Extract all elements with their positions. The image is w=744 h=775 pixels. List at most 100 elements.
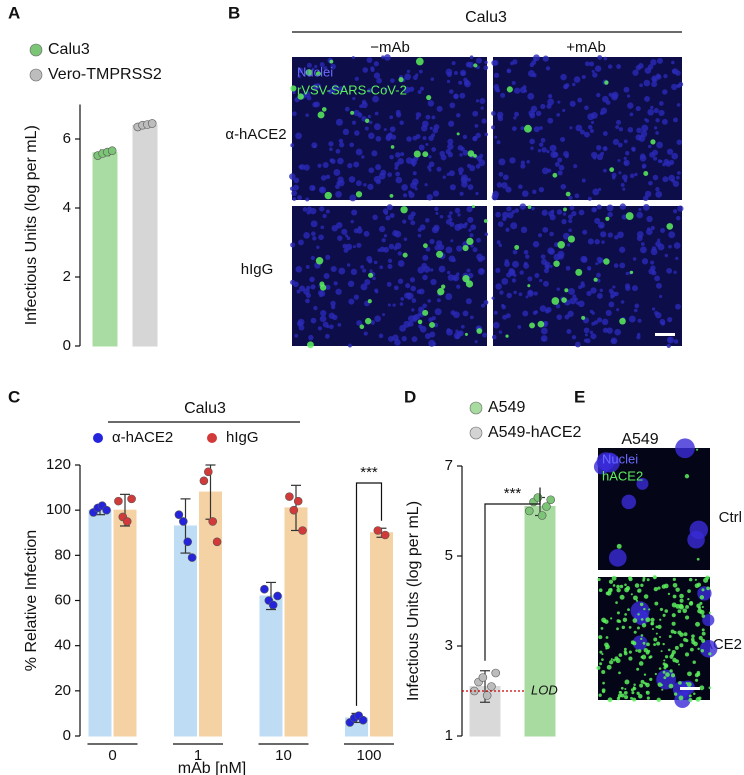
signal [329, 59, 334, 64]
nucleus [435, 211, 439, 215]
nucleus [320, 225, 325, 230]
nucleus [672, 209, 678, 214]
nucleus [655, 131, 659, 135]
nucleus [568, 219, 573, 224]
nucleus [319, 62, 325, 68]
panel-title: Calu3 [465, 9, 507, 26]
nucleus [361, 155, 365, 159]
y-tick-label: 7 [445, 457, 453, 474]
nucleus [328, 89, 334, 95]
signal [675, 587, 680, 592]
stain-label: rVSV-SARS-CoV-2 [297, 82, 407, 97]
nucleus [677, 205, 684, 212]
nucleus [314, 64, 318, 69]
nucleus [467, 177, 471, 182]
legend-label: hIgG [226, 429, 259, 446]
nucleus [636, 335, 641, 340]
data-point [537, 511, 547, 520]
nucleus [368, 167, 375, 174]
nucleus [581, 178, 586, 183]
nucleus [505, 227, 510, 232]
nucleus [518, 184, 523, 190]
nucleus [519, 270, 524, 275]
legend-label: A549 [488, 399, 525, 416]
signal [527, 284, 531, 288]
signal [640, 637, 643, 641]
nucleus [355, 180, 362, 187]
nucleus [533, 126, 540, 133]
nucleus [606, 327, 613, 334]
nucleus [568, 195, 573, 200]
nucleus [535, 110, 542, 117]
nucleus [335, 191, 342, 198]
nucleus [619, 203, 627, 210]
nucleus [637, 318, 642, 323]
signal [601, 653, 604, 656]
nucleus [660, 228, 666, 234]
nucleus [573, 76, 581, 83]
nucleus [596, 92, 601, 98]
nucleus [375, 164, 382, 171]
nucleus [384, 87, 388, 92]
bar [199, 491, 222, 737]
nucleus [349, 142, 355, 148]
nucleus [347, 280, 355, 288]
signal [634, 583, 640, 588]
nucleus [298, 164, 303, 169]
signal [650, 617, 655, 622]
signal [553, 260, 560, 267]
row-label: hIgG [241, 261, 274, 278]
signal [668, 635, 672, 638]
nucleus [557, 170, 563, 176]
nucleus [352, 96, 356, 101]
nucleus [428, 317, 433, 322]
signal [608, 579, 614, 584]
signal [624, 695, 629, 700]
significance-bracket [355, 482, 383, 706]
nucleus [306, 285, 311, 290]
signal [672, 577, 676, 581]
signal [700, 649, 704, 653]
signal [615, 601, 618, 604]
nucleus [665, 160, 672, 167]
nucleus [540, 103, 546, 110]
signal [620, 693, 625, 698]
nucleus [581, 75, 586, 80]
nucleus [319, 315, 327, 323]
nucleus [606, 204, 614, 212]
nucleus [571, 210, 577, 217]
nucleus [395, 171, 401, 177]
nucleus [306, 95, 312, 101]
signal [598, 588, 603, 593]
row-label: α-hACE2 [225, 126, 286, 143]
nucleus [622, 174, 628, 181]
signal [656, 641, 661, 646]
nucleus [317, 163, 322, 168]
y-axis-label: Infectious Units (log per mL) [23, 125, 40, 325]
nucleus [368, 132, 375, 140]
nucleus [342, 243, 348, 249]
nucleus [556, 209, 563, 215]
signal [616, 543, 622, 549]
nucleus [363, 183, 367, 187]
nucleus [547, 117, 554, 124]
signal [628, 650, 632, 654]
nucleus [597, 221, 605, 229]
nucleus [554, 161, 560, 167]
nucleus [602, 131, 608, 136]
nucleus [382, 313, 386, 317]
data-point [208, 517, 217, 526]
nucleus [323, 273, 330, 280]
nucleus [428, 161, 435, 168]
signal [402, 252, 408, 258]
nucleus [351, 56, 355, 60]
nucleus [644, 190, 652, 198]
nucleus [590, 120, 595, 125]
nucleus [573, 164, 578, 169]
signal [364, 317, 372, 325]
nucleus [395, 152, 401, 158]
signal [646, 696, 650, 700]
nucleus [397, 251, 402, 256]
signal [364, 118, 370, 124]
nucleus [389, 154, 394, 160]
